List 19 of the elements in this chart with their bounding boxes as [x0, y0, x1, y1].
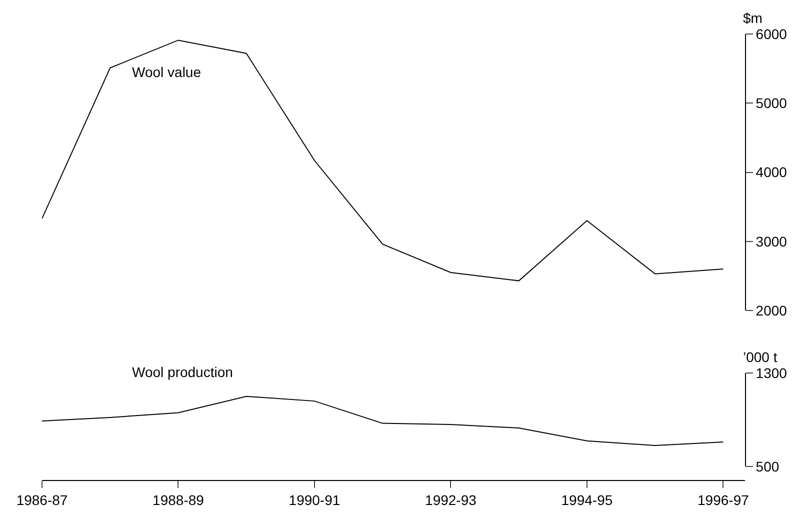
series-label: Wool production [132, 364, 233, 380]
y-tick-label: 500 [756, 458, 780, 475]
x-tick-label: 1994-95 [561, 492, 613, 508]
y-tick-label: 5000 [756, 95, 788, 112]
y-tick-label: 6000 [756, 26, 788, 42]
y-tick-label: 2000 [756, 302, 788, 318]
y-tick-label: 4000 [756, 164, 788, 180]
y-axis-title: ’000 t [743, 349, 778, 365]
x-tick-label: 1986-87 [16, 492, 68, 508]
line-series [42, 40, 724, 282]
y-tick-label: 1300 [756, 364, 788, 381]
y-axis-title: $m [743, 10, 762, 26]
series-label: Wool value [132, 64, 202, 80]
line-series [42, 396, 724, 446]
x-tick-label: 1996-97 [698, 492, 750, 508]
x-tick-label: 1988-89 [152, 492, 204, 508]
y-tick-label: 3000 [756, 233, 788, 250]
x-tick-label: 1990-91 [288, 492, 340, 508]
x-tick-label: 1992-93 [425, 492, 477, 508]
